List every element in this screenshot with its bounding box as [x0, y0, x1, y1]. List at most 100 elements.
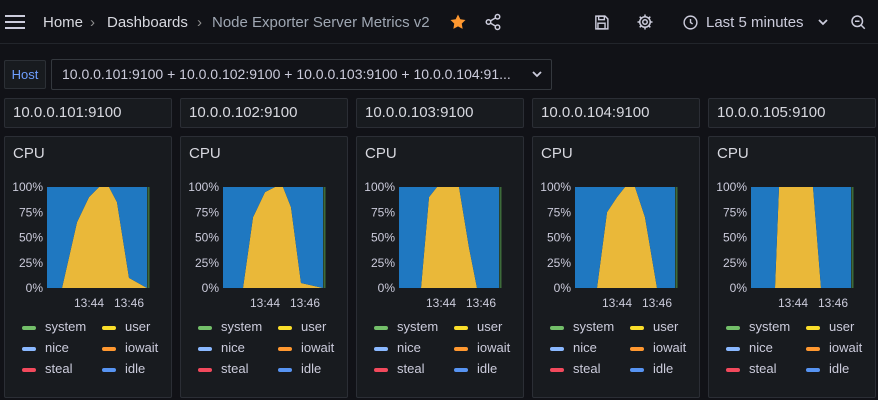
- y-tick-label: 75%: [19, 205, 43, 219]
- series-idle-area[interactable]: [399, 187, 499, 288]
- x-tick-label: 13:46: [642, 296, 672, 310]
- legend-swatch: [278, 326, 292, 330]
- cpu-panel[interactable]: CPU 100% 75% 50% 25% 0% 13:44 13:46 system user ni…: [180, 136, 348, 398]
- y-tick-label: 75%: [723, 205, 747, 219]
- x-tick-label: 13:44: [602, 296, 632, 310]
- series-user-area[interactable]: [47, 187, 147, 288]
- y-tick-label: 25%: [371, 256, 395, 270]
- legend-label: steal: [397, 361, 425, 376]
- legend-swatch: [374, 347, 388, 351]
- chevron-down-icon[interactable]: [531, 68, 543, 80]
- series-edge-marker: [147, 187, 150, 288]
- x-tick-label: 13:44: [74, 296, 104, 310]
- legend-swatch: [454, 368, 468, 372]
- host-title-panel[interactable]: 10.0.0.105:9100: [708, 98, 876, 128]
- legend-label: iowait: [301, 340, 335, 355]
- save-icon[interactable]: [590, 12, 612, 32]
- series-user-area[interactable]: [399, 187, 499, 288]
- legend-label: steal: [573, 361, 601, 376]
- legend-label: idle: [477, 361, 498, 376]
- share-icon[interactable]: [482, 12, 504, 32]
- legend-swatch: [550, 326, 564, 330]
- y-tick-label: 100%: [12, 180, 43, 194]
- legend-swatch: [726, 347, 740, 351]
- legend-label: user: [653, 319, 679, 334]
- cpu-panel[interactable]: CPU 100% 75% 50% 25% 0% 13:44 13:46 system user ni…: [4, 136, 172, 398]
- legend-label: iowait: [477, 340, 511, 355]
- zoom-out-icon[interactable]: [848, 12, 868, 32]
- top-bar: Home › Dashboards › Node Exporter Server…: [0, 0, 878, 44]
- legend-label: nice: [221, 340, 245, 355]
- cpu-panel[interactable]: CPU 100% 75% 50% 25% 0% 13:44 13:46 system user ni…: [356, 136, 524, 398]
- menu-icon[interactable]: [4, 12, 26, 32]
- breadcrumb-dashboards[interactable]: Dashboards: [107, 14, 188, 31]
- host-title-panel[interactable]: 10.0.0.102:9100: [180, 98, 348, 128]
- series-idle-area[interactable]: [575, 187, 675, 288]
- cpu-area-chart[interactable]: 100% 75% 50% 25% 0% 13:44 13:46: [533, 177, 701, 312]
- host-variable-select[interactable]: 10.0.0.101:9100 + 10.0.0.102:9100 + 10.0…: [51, 59, 552, 90]
- cpu-panel[interactable]: CPU 100% 75% 50% 25% 0% 13:44 13:46 system user ni…: [532, 136, 700, 398]
- legend-swatch: [726, 368, 740, 372]
- legend-swatch: [198, 347, 212, 351]
- host-title-panel[interactable]: 10.0.0.103:9100: [356, 98, 524, 128]
- y-tick-label: 100%: [540, 180, 571, 194]
- time-range-picker[interactable]: Last 5 minutes: [706, 14, 804, 31]
- legend-label: system: [45, 319, 87, 334]
- legend-swatch: [630, 347, 644, 351]
- panel-title[interactable]: CPU: [717, 145, 749, 162]
- y-tick-label: 25%: [723, 256, 747, 270]
- chevron-down-icon[interactable]: [816, 14, 830, 30]
- legend-label: steal: [45, 361, 73, 376]
- host-title-panel[interactable]: 10.0.0.104:9100: [532, 98, 700, 128]
- y-tick-label: 0%: [378, 281, 396, 295]
- series-user-area[interactable]: [575, 187, 675, 288]
- star-icon[interactable]: [448, 12, 468, 32]
- series-idle-area[interactable]: [751, 187, 851, 288]
- series-idle-area[interactable]: [47, 187, 147, 288]
- panel-title[interactable]: CPU: [541, 145, 573, 162]
- y-tick-label: 0%: [554, 281, 572, 295]
- series-user-area[interactable]: [223, 187, 323, 288]
- legend-swatch: [278, 368, 292, 372]
- gear-icon[interactable]: [634, 12, 656, 32]
- x-tick-label: 13:46: [466, 296, 496, 310]
- cpu-area-chart[interactable]: 100% 75% 50% 25% 0% 13:44 13:46: [709, 177, 877, 312]
- legend-label: system: [749, 319, 791, 334]
- y-tick-label: 50%: [371, 231, 395, 245]
- y-tick-label: 75%: [195, 205, 219, 219]
- series-idle-area[interactable]: [223, 187, 323, 288]
- clock-icon[interactable]: [680, 12, 700, 32]
- cpu-area-chart[interactable]: 100% 75% 50% 25% 0% 13:44 13:46: [5, 177, 173, 312]
- legend-swatch: [454, 347, 468, 351]
- panel-title[interactable]: CPU: [189, 145, 221, 162]
- breadcrumb-home[interactable]: Home: [43, 14, 84, 31]
- legend-swatch: [22, 368, 36, 372]
- legend-label: steal: [749, 361, 777, 376]
- cpu-area-chart[interactable]: 100% 75% 50% 25% 0% 13:44 13:46: [357, 177, 525, 312]
- legend-swatch: [806, 347, 820, 351]
- panel-title[interactable]: CPU: [13, 145, 45, 162]
- series-edge-marker: [323, 187, 326, 288]
- legend-label: system: [573, 319, 615, 334]
- legend-label: idle: [653, 361, 674, 376]
- legend-label: user: [477, 319, 503, 334]
- y-tick-label: 100%: [188, 180, 219, 194]
- y-tick-label: 25%: [19, 256, 43, 270]
- panel-title[interactable]: CPU: [365, 145, 397, 162]
- host-variable-value: 10.0.0.101:9100 + 10.0.0.102:9100 + 10.0…: [62, 66, 511, 82]
- legend-swatch: [102, 347, 116, 351]
- legend-swatch: [726, 326, 740, 330]
- legend-label: nice: [573, 340, 597, 355]
- legend-swatch: [278, 347, 292, 351]
- legend-label: nice: [397, 340, 421, 355]
- cpu-panel[interactable]: CPU 100% 75% 50% 25% 0% 13:44 13:46 system user ni…: [708, 136, 876, 398]
- host-variable-label: Host: [4, 60, 46, 89]
- legend-swatch: [454, 326, 468, 330]
- x-tick-label: 13:44: [426, 296, 456, 310]
- cpu-area-chart[interactable]: 100% 75% 50% 25% 0% 13:44 13:46: [181, 177, 349, 312]
- legend-swatch: [198, 326, 212, 330]
- y-tick-label: 50%: [547, 231, 571, 245]
- host-title-panel[interactable]: 10.0.0.101:9100: [4, 98, 172, 128]
- legend-swatch: [550, 347, 564, 351]
- y-tick-label: 0%: [202, 281, 220, 295]
